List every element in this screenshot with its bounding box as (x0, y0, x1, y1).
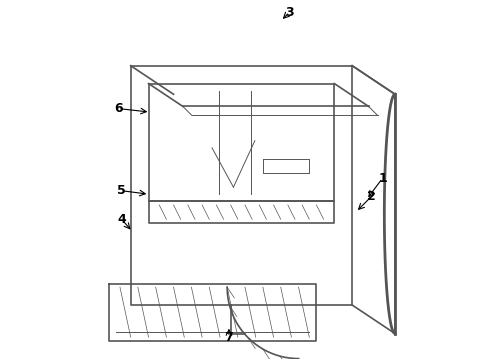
Text: 1: 1 (378, 172, 387, 185)
Text: 2: 2 (368, 190, 376, 203)
Text: 7: 7 (224, 331, 233, 344)
Text: 3: 3 (285, 6, 294, 19)
Text: 6: 6 (114, 102, 122, 115)
Text: 5: 5 (118, 184, 126, 197)
Text: 4: 4 (118, 213, 126, 226)
